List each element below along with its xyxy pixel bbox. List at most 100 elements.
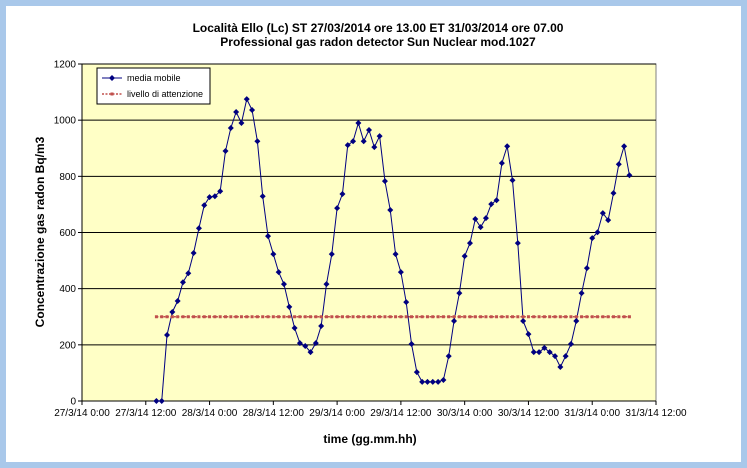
data-point <box>360 138 367 145</box>
data-point <box>164 332 171 339</box>
data-point <box>346 315 350 319</box>
data-point <box>590 315 594 319</box>
data-point <box>440 376 447 383</box>
data-point <box>190 250 197 257</box>
data-point <box>526 315 530 319</box>
data-point <box>186 315 190 319</box>
data-point <box>436 315 440 319</box>
data-point <box>451 317 458 324</box>
data-point <box>266 315 270 319</box>
x-tick-label: 31/3/14 12:00 <box>625 408 687 419</box>
data-point <box>399 315 403 319</box>
data-point <box>392 251 399 258</box>
x-tick-label: 30/3/14 12:00 <box>498 408 560 419</box>
data-point <box>429 378 436 385</box>
data-point <box>525 331 532 338</box>
data-point <box>558 315 562 319</box>
data-point <box>605 217 612 224</box>
data-point <box>174 298 181 305</box>
data-point <box>394 315 398 319</box>
data-point <box>323 281 330 288</box>
data-point <box>330 315 334 319</box>
x-tick-label: 27/3/14 12:00 <box>115 408 177 419</box>
data-point <box>185 270 192 277</box>
data-point <box>594 229 601 236</box>
data-point <box>222 148 229 155</box>
data-point <box>265 233 272 240</box>
data-point <box>599 210 606 217</box>
data-point <box>532 315 536 319</box>
data-point <box>425 315 429 319</box>
data-point <box>573 317 580 324</box>
data-point <box>238 119 245 126</box>
data-point <box>249 107 256 114</box>
x-tick-label: 27/3/14 0:00 <box>54 408 110 419</box>
data-point <box>387 207 394 214</box>
data-point <box>367 315 371 319</box>
legend-label: media mobile <box>127 73 181 83</box>
data-point <box>514 240 521 247</box>
data-point <box>472 216 479 223</box>
data-point <box>378 315 382 319</box>
data-point <box>548 315 552 319</box>
data-point <box>419 378 426 385</box>
data-point <box>339 191 346 198</box>
data-point <box>552 353 559 360</box>
data-point <box>366 126 372 133</box>
data-point <box>344 142 351 149</box>
data-point <box>287 315 291 319</box>
data-point <box>350 138 357 145</box>
data-point <box>153 398 160 404</box>
chart: Località Ello (Lc) ST 27/03/2014 ore 13.… <box>33 21 687 446</box>
data-point <box>410 315 414 319</box>
data-point <box>303 315 307 319</box>
data-point <box>445 353 452 360</box>
y-tick-label: 400 <box>59 284 76 295</box>
data-point <box>479 315 483 319</box>
data-point <box>362 315 366 319</box>
data-point <box>312 340 319 347</box>
data-point <box>424 378 431 385</box>
data-point <box>250 315 254 319</box>
data-point <box>224 315 227 319</box>
data-point <box>211 193 218 200</box>
data-point <box>307 349 314 356</box>
data-point <box>509 177 516 184</box>
data-point <box>431 315 435 319</box>
data-point <box>477 224 484 231</box>
y-tick-label: 1000 <box>54 116 77 127</box>
data-point <box>335 315 339 319</box>
data-point <box>530 349 537 356</box>
data-point <box>314 315 318 319</box>
data-point <box>537 315 541 319</box>
data-point <box>381 178 388 185</box>
data-point <box>282 315 286 319</box>
data-point <box>456 290 463 297</box>
data-point <box>557 364 564 371</box>
data-point <box>589 235 596 242</box>
chart-subtitle: Professional gas radon detector Sun Nucl… <box>220 35 536 49</box>
data-point <box>397 269 404 276</box>
data-point <box>202 315 206 319</box>
data-point <box>504 143 511 150</box>
data-point <box>340 315 344 319</box>
data-point <box>213 315 217 319</box>
data-point <box>601 315 605 319</box>
data-point <box>351 315 355 319</box>
data-point <box>271 315 275 319</box>
data-point <box>452 315 456 319</box>
data-point <box>441 315 445 319</box>
data-point <box>169 308 176 315</box>
x-tick-label: 31/3/14 0:00 <box>564 408 620 419</box>
x-tick-label: 29/3/14 0:00 <box>309 408 365 419</box>
data-point <box>580 315 584 319</box>
y-tick-label: 800 <box>59 172 76 183</box>
data-point <box>546 349 553 356</box>
data-point <box>319 315 323 319</box>
data-point <box>498 160 505 167</box>
data-point <box>179 279 186 286</box>
data-point <box>243 96 250 103</box>
data-point <box>569 315 573 319</box>
data-point <box>239 315 243 319</box>
data-point <box>388 315 392 319</box>
